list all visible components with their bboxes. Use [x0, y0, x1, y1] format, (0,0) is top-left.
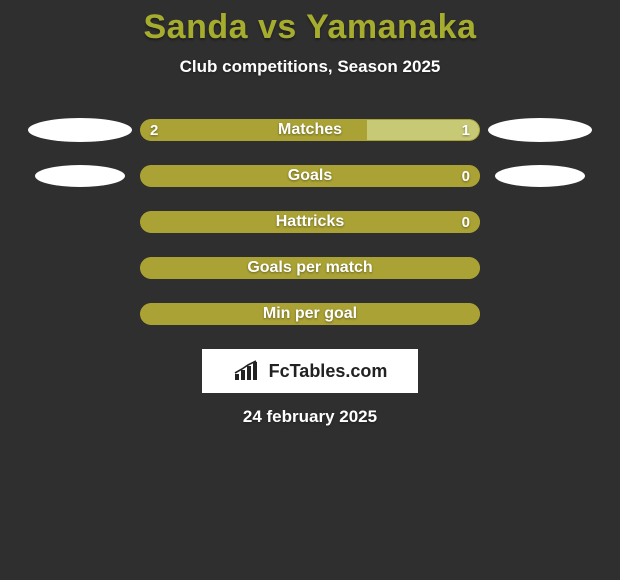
right-badge-col	[480, 118, 600, 142]
left-badge-col	[20, 118, 140, 142]
stat-row-gpm: Goals per match	[0, 257, 620, 279]
stat-value-right: 1	[462, 122, 470, 139]
stat-value-left: 2	[150, 122, 158, 139]
stats-block: 2 Matches 1 Goals 0	[0, 119, 620, 325]
infographic-container: Sanda vs Yamanaka Club competitions, Sea…	[0, 0, 620, 580]
stat-label: Goals per match	[247, 259, 372, 277]
stat-bar: Goals per match	[140, 257, 480, 279]
stat-row-mpg: Min per goal	[0, 303, 620, 325]
team-badge-left-small	[35, 165, 125, 187]
team-badge-right	[488, 118, 592, 142]
stat-value-right: 0	[462, 214, 470, 231]
bar-chart-icon	[233, 360, 263, 382]
stat-label: Goals	[288, 167, 332, 185]
stat-label: Matches	[278, 121, 342, 139]
stat-bar: Min per goal	[140, 303, 480, 325]
date-label: 24 february 2025	[0, 407, 620, 427]
team-badge-left	[28, 118, 132, 142]
stat-bar: Goals 0	[140, 165, 480, 187]
team-badge-right-small	[495, 165, 585, 187]
right-badge-col	[480, 165, 600, 187]
left-badge-col	[20, 165, 140, 187]
stat-row-hattricks: Hattricks 0	[0, 211, 620, 233]
logo-text: FcTables.com	[269, 361, 388, 382]
logo-box: FcTables.com	[202, 349, 418, 393]
stat-label: Hattricks	[276, 213, 344, 231]
stat-bar: 2 Matches 1	[140, 119, 480, 141]
subtitle: Club competitions, Season 2025	[0, 57, 620, 77]
stat-row-matches: 2 Matches 1	[0, 119, 620, 141]
stat-bar: Hattricks 0	[140, 211, 480, 233]
stat-label: Min per goal	[263, 305, 357, 323]
stat-value-right: 0	[462, 168, 470, 185]
page-title: Sanda vs Yamanaka	[0, 0, 620, 47]
stat-row-goals: Goals 0	[0, 165, 620, 187]
